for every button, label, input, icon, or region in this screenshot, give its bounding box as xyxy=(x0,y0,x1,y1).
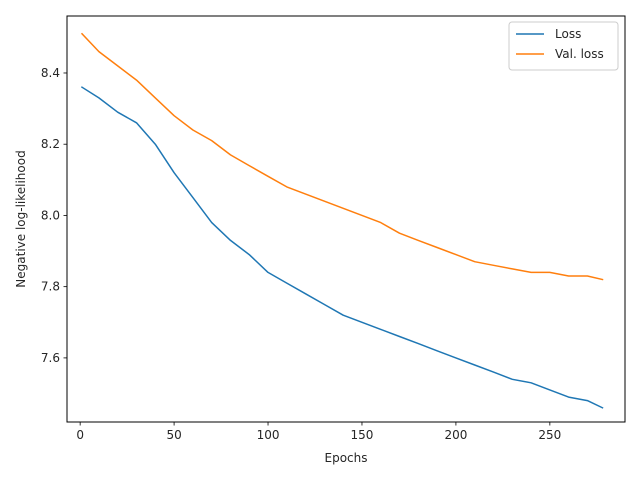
x-tick-label: 0 xyxy=(76,428,84,442)
series-line-1 xyxy=(80,32,604,281)
legend-label-0: Loss xyxy=(555,27,581,41)
series-layer xyxy=(80,32,604,409)
y-tick-label: 8.2 xyxy=(41,137,60,151)
x-tick-label: 250 xyxy=(538,428,561,442)
plot-frame xyxy=(66,15,626,423)
x-tick-label: 100 xyxy=(257,428,280,442)
x-tick-label: 50 xyxy=(166,428,181,442)
y-tick-label: 7.8 xyxy=(41,280,60,294)
x-axis-label: Epochs xyxy=(325,451,368,465)
y-tick-label: 7.6 xyxy=(41,351,60,365)
y-tick-label: 8.0 xyxy=(41,208,60,222)
x-axis: 0 50 100 150 200 250 xyxy=(76,422,561,442)
y-tick-label: 8.4 xyxy=(41,66,60,80)
series-line-0 xyxy=(80,86,604,409)
plot-background xyxy=(67,16,625,422)
legend-label-1: Val. loss xyxy=(555,47,604,61)
x-tick-label: 200 xyxy=(444,428,467,442)
x-tick-label: 150 xyxy=(351,428,374,442)
legend: Loss Val. loss xyxy=(508,21,619,71)
y-axis-label: Negative log-likelihood xyxy=(14,150,28,287)
y-axis: 7.6 7.8 8.0 8.2 8.4 xyxy=(41,66,67,365)
